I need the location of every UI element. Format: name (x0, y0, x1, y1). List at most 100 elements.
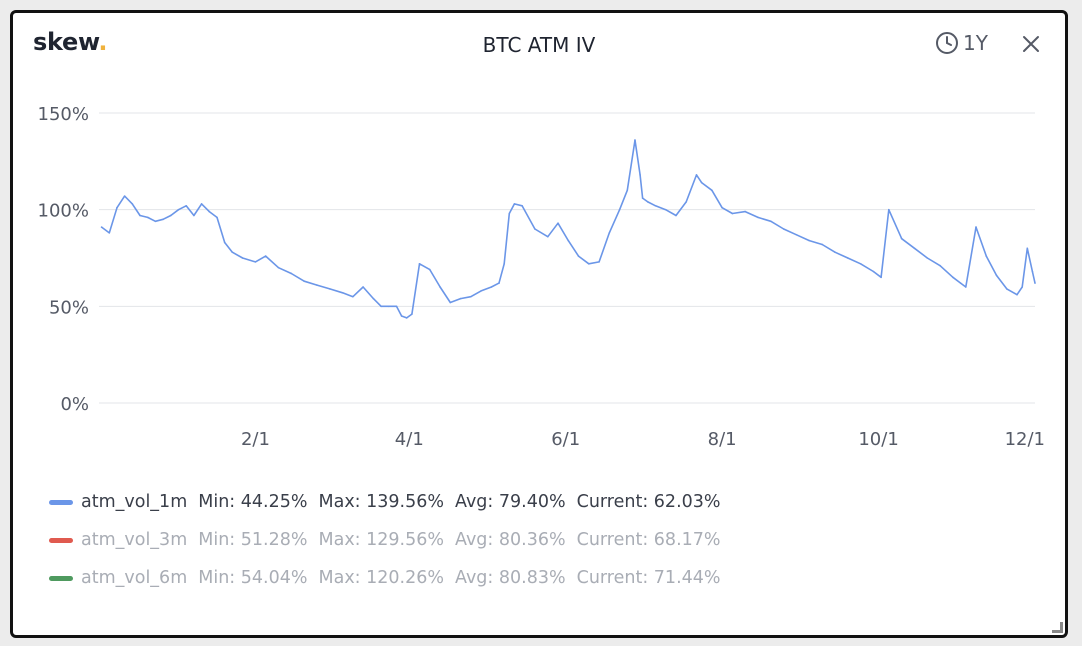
data-point (952, 276, 954, 279)
data-point (639, 174, 641, 176)
data-point (695, 174, 698, 176)
clock-icon (936, 32, 958, 54)
data-point (459, 297, 462, 300)
data-point (685, 201, 688, 203)
data-point (618, 208, 621, 211)
x-tick-label: 10/1 (858, 429, 898, 450)
data-point (395, 305, 398, 308)
close-button[interactable] (1021, 34, 1041, 59)
stat-max: Max: 120.26% (318, 568, 445, 588)
data-point (872, 270, 875, 273)
data-point (411, 313, 413, 315)
data-point (177, 208, 180, 211)
stat-avg: Avg: 79.40% (455, 492, 566, 512)
data-point (675, 214, 677, 217)
series-points-atm_vol_1m (100, 139, 1036, 319)
stat-avg: Avg: 80.36% (455, 530, 566, 550)
stat-max: Max: 129.56% (318, 530, 445, 550)
data-point (418, 263, 421, 265)
data-point (123, 195, 126, 197)
legend: atm_vol_1m Min: 44.25% Max: 139.56% Avg:… (49, 483, 721, 597)
data-point (208, 210, 211, 213)
data-point (316, 284, 318, 286)
data-point (277, 266, 280, 269)
data-point (626, 189, 629, 192)
widget-header: skew. BTC ATM IV 1Y (13, 13, 1065, 77)
data-point (1016, 293, 1018, 296)
data-point (362, 286, 364, 288)
data-point (400, 315, 403, 317)
data-point (913, 247, 916, 250)
x-tick-label: 4/1 (395, 429, 424, 450)
data-point (254, 261, 257, 263)
x-tick-label: 2/1 (241, 429, 270, 450)
chart-title: BTC ATM IV (482, 33, 596, 57)
data-point (328, 288, 331, 290)
data-point (170, 214, 172, 217)
close-icon (1023, 36, 1039, 52)
legend-item-atm-vol-3m[interactable]: atm_vol_3m Min: 51.28% Max: 129.56% Avg:… (49, 521, 721, 559)
data-point (264, 255, 267, 257)
legend-item-atm-vol-1m[interactable]: atm_vol_1m Min: 44.25% Max: 139.56% Avg:… (49, 483, 721, 521)
series-name: atm_vol_6m (81, 568, 188, 588)
y-tick-label: 50% (49, 297, 89, 318)
data-point (888, 208, 890, 211)
data-point (503, 263, 505, 265)
series-layer (100, 139, 1036, 319)
data-point (146, 216, 149, 219)
x-axis: 2/1 4/1 6/1 8/1 10/1 12/1 (241, 429, 1045, 450)
resize-handle[interactable] (1052, 622, 1063, 633)
stat-avg: Avg: 80.83% (455, 568, 566, 588)
data-point (380, 305, 382, 308)
data-point (641, 197, 644, 199)
legend-item-atm-vol-6m[interactable]: atm_vol_6m Min: 54.04% Max: 120.26% Avg:… (49, 559, 721, 597)
data-point (498, 282, 500, 284)
data-point (372, 297, 375, 300)
data-point (964, 286, 967, 288)
stat-max: Max: 139.56% (318, 492, 445, 512)
data-point (290, 272, 293, 275)
data-point (131, 203, 134, 205)
data-point (162, 218, 164, 221)
data-point (241, 257, 244, 259)
gridlines (99, 112, 1035, 404)
chart-widget: skew. BTC ATM IV 1Y 0% 50% 100% 150% 2/1 4/1… (10, 10, 1068, 638)
y-axis: 0% 50% 100% 150% (38, 104, 89, 415)
data-point (1031, 270, 1034, 273)
data-point (200, 203, 203, 205)
data-point (429, 268, 431, 271)
stat-min: Min: 54.04% (198, 568, 308, 588)
data-point (859, 263, 862, 265)
data-point (480, 290, 482, 292)
data-point (185, 205, 187, 207)
data-point (1026, 247, 1029, 250)
data-point (808, 239, 811, 242)
data-point (1005, 288, 1008, 290)
data-point (577, 255, 580, 257)
data-point (939, 264, 941, 267)
data-point (470, 295, 472, 298)
legend-swatch (49, 575, 73, 581)
data-point (521, 205, 523, 207)
data-point (900, 237, 903, 240)
data-point (193, 214, 195, 217)
data-point (834, 251, 836, 253)
data-point (352, 295, 354, 298)
data-point (721, 206, 723, 209)
y-tick-label: 100% (38, 201, 89, 222)
x-tick-label: 8/1 (708, 429, 737, 450)
series-line-atm_vol_1m (101, 139, 1036, 319)
data-point (490, 286, 493, 288)
y-tick-label: 150% (38, 104, 89, 125)
data-point (546, 235, 549, 238)
x-tick-label: 6/1 (551, 429, 580, 450)
data-point (557, 222, 559, 224)
data-point (744, 210, 747, 213)
data-point (405, 317, 408, 319)
data-point (508, 212, 511, 215)
data-point (634, 139, 636, 141)
data-point (216, 216, 218, 219)
data-point (116, 206, 118, 209)
y-tick-label: 0% (60, 394, 89, 415)
time-range-button[interactable]: 1Y (935, 31, 988, 55)
